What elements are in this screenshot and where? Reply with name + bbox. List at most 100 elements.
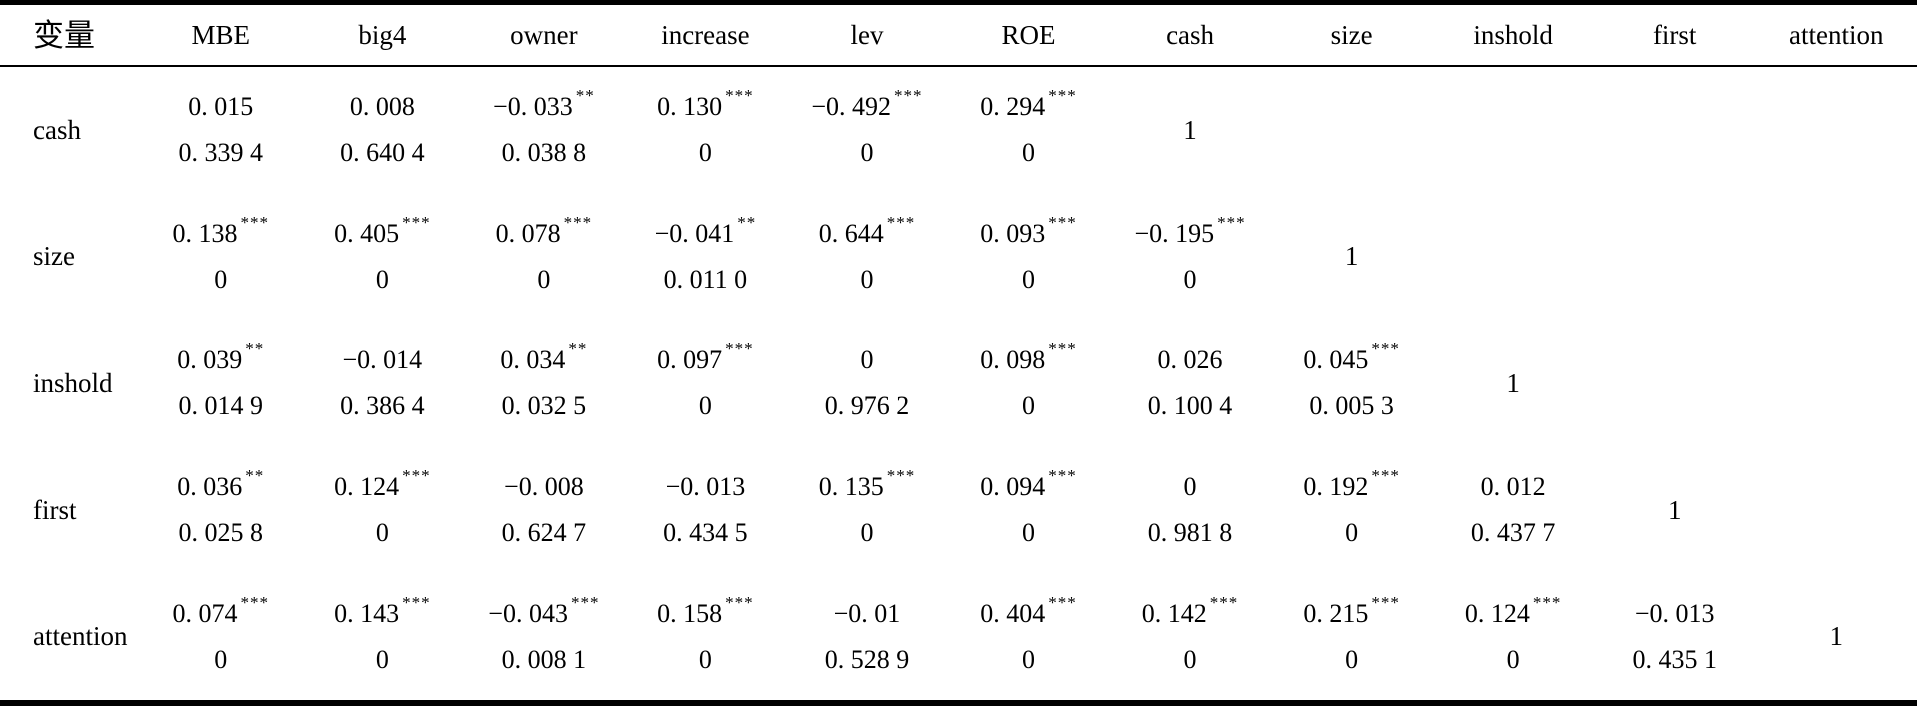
correlation-cell: 0. 124 *** 0 — [1432, 573, 1594, 700]
correlation-cell: 0. 045 *** 0. 005 3 — [1271, 320, 1433, 447]
significance-stars: ** — [568, 339, 588, 359]
correlation-cell: 0. 078 *** 0 — [463, 194, 625, 321]
significance-stars: *** — [402, 466, 431, 486]
significance-stars: *** — [1532, 592, 1562, 612]
coefficient-value: −0. 008 — [504, 472, 584, 502]
empty-cell — [1755, 67, 1917, 194]
significance-stars: *** — [1048, 339, 1077, 359]
p-value: 0. 014 9 — [178, 391, 264, 421]
significance-stars: *** — [1048, 86, 1077, 106]
coefficient-value: −0. 043 *** — [488, 592, 600, 628]
correlation-cell: 0. 405 *** 0 — [302, 194, 464, 321]
diagonal-value: 1 — [1183, 114, 1197, 145]
correlation-cell: −0. 195 *** 0 — [1109, 194, 1271, 321]
coefficient-value: 0. 215 *** — [1303, 592, 1400, 628]
column-header-big4: big4 — [358, 19, 407, 50]
correlation-cell: 0. 294 *** 0 — [948, 67, 1110, 194]
coefficient-value: 0. 124 *** — [334, 466, 431, 502]
significance-stars: ** — [575, 86, 595, 106]
coefficient-value: 0. 158 *** — [657, 592, 754, 628]
p-value: 0. 339 4 — [178, 138, 264, 168]
correlation-cell: 0. 074 *** 0 — [140, 573, 302, 700]
significance-stars: *** — [1048, 592, 1077, 612]
coefficient-value: 0. 143 *** — [334, 592, 431, 628]
column-header-size: size — [1330, 19, 1373, 50]
p-value: 0 — [537, 264, 551, 294]
coefficient-value: 0. 034 ** — [500, 339, 588, 375]
p-value: 0 — [375, 264, 389, 294]
p-value: 0. 100 4 — [1147, 391, 1233, 421]
column-header-roe: ROE — [1001, 19, 1056, 50]
correlation-cell: 0. 008 0. 640 4 — [302, 67, 464, 194]
coefficient-value: 0 — [1183, 472, 1197, 502]
coefficient-value: 0. 039 ** — [177, 339, 265, 375]
correlation-cell: 0. 026 0. 100 4 — [1109, 320, 1271, 447]
correlation-cell: −0. 008 0. 624 7 — [463, 447, 625, 574]
empty-cell — [1432, 194, 1594, 321]
p-value: 0. 434 5 — [663, 518, 748, 548]
coefficient-value: −0. 195 *** — [1134, 212, 1246, 248]
correlation-cell: 0. 034 ** 0. 032 5 — [463, 320, 625, 447]
coefficient-value: 0. 294 *** — [980, 86, 1077, 122]
column-header-attention: attention — [1789, 19, 1884, 50]
empty-cell — [1432, 67, 1594, 194]
correlation-cell: −0. 492 *** 0 — [786, 67, 948, 194]
significance-stars: *** — [240, 592, 270, 612]
p-value: 0. 435 1 — [1632, 644, 1717, 674]
p-value: 0 — [1022, 644, 1035, 674]
coefficient-value: 0. 015 — [188, 92, 254, 122]
p-value: 0. 032 5 — [501, 391, 587, 421]
p-value: 0 — [375, 518, 389, 548]
coefficient-value: 0. 404 *** — [980, 592, 1077, 628]
table-body: cash 0. 015 0. 339 4 0. 008 0. 640 4 −0. 033 *… — [0, 67, 1917, 700]
p-value: 0 — [698, 391, 712, 421]
table-row-first: first 0. 036 ** 0. 025 8 0. 124 *** 0 −0. 008 0.… — [0, 447, 1917, 574]
p-value: 0 — [1345, 518, 1359, 548]
empty-cell — [1594, 194, 1756, 321]
correlation-cell: 0. 093 *** 0 — [948, 194, 1110, 321]
correlation-cell: −0. 041 ** 0. 011 0 — [625, 194, 787, 321]
diagonal-value: 1 — [1829, 621, 1843, 652]
coefficient-value: −0. 041 ** — [654, 212, 757, 248]
significance-stars: *** — [725, 86, 754, 106]
p-value: 0 — [698, 644, 712, 674]
p-value: 0. 981 8 — [1147, 518, 1233, 548]
coefficient-value: 0. 124 *** — [1464, 592, 1562, 628]
p-value: 0 — [1345, 644, 1359, 674]
coefficient-value: 0. 097 *** — [657, 339, 754, 375]
row-label-attention: attention — [33, 621, 128, 652]
p-value: 0. 011 0 — [663, 264, 748, 294]
coefficient-value: 0. 078 *** — [495, 212, 593, 248]
diagonal-cell: 1 — [1432, 320, 1594, 447]
coefficient-value: 0. 093 *** — [980, 212, 1077, 248]
correlation-cell: 0. 124 *** 0 — [302, 447, 464, 574]
column-header-lev: lev — [850, 19, 884, 50]
coefficient-value: −0. 013 — [665, 472, 746, 502]
significance-stars: *** — [886, 466, 916, 486]
significance-stars: *** — [1209, 592, 1239, 612]
coefficient-value: −0. 013 — [1634, 598, 1715, 628]
correlation-cell: 0. 135 *** 0 — [786, 447, 948, 574]
coefficient-value: −0. 014 — [342, 345, 423, 375]
correlation-cell: 0. 158 *** 0 — [625, 573, 787, 700]
empty-cell — [1755, 194, 1917, 321]
coefficient-value: 0. 008 — [349, 92, 415, 122]
coefficient-value: 0. 135 *** — [818, 466, 916, 502]
correlation-cell: 0. 143 *** 0 — [302, 573, 464, 700]
p-value: 0 — [1022, 518, 1035, 548]
p-value: 0. 437 7 — [1470, 518, 1556, 548]
significance-stars: *** — [402, 212, 431, 232]
correlation-cell: 0. 097 *** 0 — [625, 320, 787, 447]
coefficient-value: −0. 01 — [833, 598, 901, 628]
correlation-cell: 0. 036 ** 0. 025 8 — [140, 447, 302, 574]
column-header-first: first — [1652, 19, 1697, 50]
correlation-cell: 0 0. 976 2 — [786, 320, 948, 447]
table-row-cash: cash 0. 015 0. 339 4 0. 008 0. 640 4 −0. 033 *… — [0, 67, 1917, 194]
row-label-size: size — [33, 241, 75, 272]
column-header-inshold: inshold — [1473, 19, 1553, 50]
diagonal-cell: 1 — [1271, 194, 1433, 321]
coefficient-value: 0. 045 *** — [1303, 339, 1400, 375]
significance-stars: *** — [1217, 212, 1246, 232]
significance-stars: *** — [1371, 466, 1400, 486]
